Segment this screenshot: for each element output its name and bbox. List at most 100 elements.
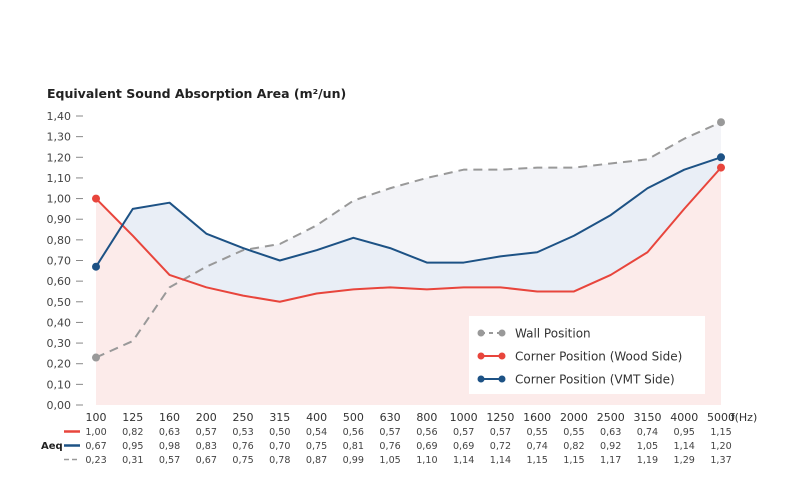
x-axis: 100 125 160 200 250 315 400 500 630 800 1000 1250 16… [86, 411, 758, 424]
y-tick-label: 0,80 [47, 234, 72, 247]
legend-item-label: Corner Position (Wood Side) [515, 350, 682, 364]
x-tick-label: 630 [380, 411, 401, 424]
table-cell: 0,69 [416, 441, 437, 452]
x-tick-label: 2000 [560, 411, 588, 424]
table-cell: 1,14 [453, 455, 474, 466]
table-cell: 0,63 [159, 427, 180, 438]
y-tick-label: 1,30 [47, 131, 72, 144]
table-cell: 1,29 [674, 455, 695, 466]
table-cell: 0,57 [159, 455, 180, 466]
table-cell: 1,00 [85, 427, 106, 438]
table-cell: 1,15 [710, 427, 731, 438]
table-cell: 1,19 [637, 455, 658, 466]
corner-vmt-line [95, 156, 722, 268]
table-cell: 0,74 [526, 441, 547, 452]
table-cell: 0,56 [416, 427, 437, 438]
table-cell: 0,31 [122, 455, 143, 466]
table-cell: 1,05 [379, 455, 400, 466]
chart-title: Equivalent Sound Absorption Area (m²/un) [47, 86, 346, 101]
x-tick-label: 2500 [597, 411, 625, 424]
table-cell: 0,57 [490, 427, 511, 438]
legend-item-label: Wall Position [515, 327, 591, 341]
x-tick-label: 3150 [633, 411, 661, 424]
y-axis: 0,00 0,10 0,20 0,30 0,40 0,50 0,60 0,70 0,80 0,90… [47, 110, 83, 412]
table-cell: 0,78 [269, 455, 290, 466]
y-tick-label: 0,00 [47, 399, 72, 412]
table-cell: 0,92 [600, 441, 621, 452]
y-tick-label: 0,10 [47, 378, 72, 391]
table-cell: 1,14 [490, 455, 511, 466]
x-tick-label: 500 [343, 411, 364, 424]
table-cell: 0,56 [343, 427, 364, 438]
table-cell: 0,69 [453, 441, 474, 452]
table-cell: 0,54 [306, 427, 327, 438]
x-tick-label: 1250 [486, 411, 514, 424]
x-tick-label: 125 [122, 411, 143, 424]
corner-wood-start-marker [92, 194, 100, 203]
table-cell: 0,53 [232, 427, 253, 438]
table-cell: 1,14 [674, 441, 695, 452]
table-cell: 0,57 [196, 427, 217, 438]
table-cell: 0,75 [306, 441, 327, 452]
wall-position-start-marker [92, 353, 100, 362]
table-cell: 0,57 [453, 427, 474, 438]
table-cell: 0,95 [122, 441, 143, 452]
table-cell: 0,74 [637, 427, 658, 438]
corner-vmt-start-marker [92, 262, 100, 271]
y-tick-label: 0,40 [47, 316, 72, 329]
y-tick-label: 0,50 [47, 296, 72, 309]
table-cell: 0,57 [379, 427, 400, 438]
table-cell: 0,83 [196, 441, 217, 452]
x-axis-label: f(Hz) [731, 411, 758, 424]
x-tick-label: 1000 [450, 411, 478, 424]
x-tick-label: 200 [196, 411, 217, 424]
y-tick-label: 0,30 [47, 337, 72, 350]
legend-swatch-marker [477, 375, 485, 383]
table-row-label: Aeq [41, 441, 63, 452]
table-cell: 1,17 [600, 455, 621, 466]
corner-vmt-end-marker [717, 153, 725, 162]
table-cell: 0,63 [600, 427, 621, 438]
table-cell: 0,87 [306, 455, 327, 466]
table-cell: 0,67 [85, 441, 106, 452]
table-cell: 0,81 [343, 441, 364, 452]
legend-box [469, 316, 705, 394]
table-cell: 1,05 [637, 441, 658, 452]
table-cell: 0,76 [379, 441, 400, 452]
legend-swatch-marker [477, 329, 485, 337]
y-tick-label: 0,20 [47, 358, 72, 371]
x-tick-label: 315 [269, 411, 290, 424]
table-cell: 0,98 [159, 441, 180, 452]
legend-item-label: Corner Position (VMT Side) [515, 373, 675, 387]
table-cell: 1,20 [710, 441, 731, 452]
legend-swatch-marker [498, 375, 506, 383]
table-cell: 0,50 [269, 427, 290, 438]
y-tick-label: 0,60 [47, 275, 72, 288]
table-cell: 0,55 [526, 427, 547, 438]
y-tick-label: 1,20 [47, 151, 72, 164]
table-cell: 0,70 [269, 441, 290, 452]
table-cell: 0,82 [563, 441, 584, 452]
y-tick-label: 0,70 [47, 255, 72, 268]
corner-wood-line [95, 166, 722, 303]
x-tick-label: 4000 [670, 411, 698, 424]
table-cell: 0,23 [85, 455, 106, 466]
wall-position-line [95, 121, 722, 359]
table-cell: 0,95 [674, 427, 695, 438]
x-tick-label: 250 [233, 411, 254, 424]
wall-position-end-marker [717, 118, 725, 127]
legend-swatch-marker [498, 329, 506, 337]
table-cell: 1,37 [710, 455, 731, 466]
y-tick-label: 1,40 [47, 110, 72, 123]
table-cell: 0,72 [490, 441, 511, 452]
legend: Wall Position Corner Position (Wood Side)… [469, 316, 705, 394]
y-tick-label: 1,00 [47, 193, 72, 206]
y-tick-label: 1,10 [47, 172, 72, 185]
table-cell: 0,75 [232, 455, 253, 466]
series-lines [92, 118, 725, 362]
table-cell: 1,10 [416, 455, 437, 466]
table-cell: 0,99 [343, 455, 364, 466]
table-cell: 0,76 [232, 441, 253, 452]
x-tick-label: 100 [86, 411, 107, 424]
